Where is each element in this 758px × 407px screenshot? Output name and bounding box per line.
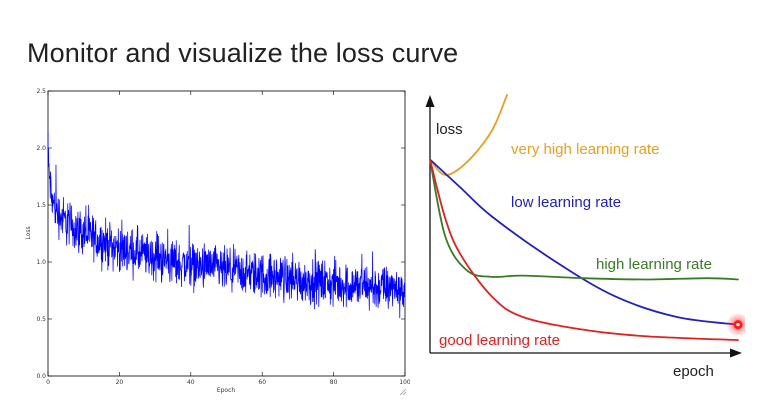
y-tick-label: 2.5 [36,88,46,95]
y-axis-arrowhead [425,95,435,107]
plot-frame [47,90,406,377]
x-axis-arrowhead [730,348,742,358]
x-tick-label: 20 [116,379,124,386]
x-tick-label: 40 [187,379,195,386]
x-tick-label: 0 [46,379,50,386]
high-lr-curve [429,158,739,281]
y-axis-label: loss [436,121,463,138]
x-tick-label: 80 [330,379,338,386]
y-tick-label: 0.5 [36,316,46,323]
y-tick-label: 0.0 [36,373,46,380]
y-tick-label: 1.0 [36,259,46,266]
series-label-very-high: very high learning rate [511,141,659,158]
endpoint-marker-highlight [736,323,740,327]
resize-grip-icon [399,388,407,396]
x-tick-label: 60 [258,379,266,386]
x-axis-label: Epoch [217,387,236,394]
loss-series-line [47,131,406,319]
learning-rate-sketch: loss epoch very high learning rate low l… [425,94,745,380]
good-lr-curve [429,158,739,341]
y-tick-label: 1.5 [36,202,46,209]
y-tick-label: 2.0 [36,145,46,152]
series-label-low: low learning rate [511,194,621,211]
very-high-lr-curve [429,94,508,176]
loss-plot: 0 20 40 60 80 100 0.0 0.5 1.0 1.5 2.0 2.5 Epoch Los… [25,88,410,396]
slide-title: Monitor and visualize the loss curve [27,38,459,68]
low-lr-curve [429,158,739,326]
series-label-high: high learning rate [596,256,712,273]
x-tick-label: 100 [399,379,410,386]
y-axis-label: Loss [25,226,32,239]
series-label-good: good learning rate [439,332,560,349]
x-axis-label: epoch [673,363,714,380]
